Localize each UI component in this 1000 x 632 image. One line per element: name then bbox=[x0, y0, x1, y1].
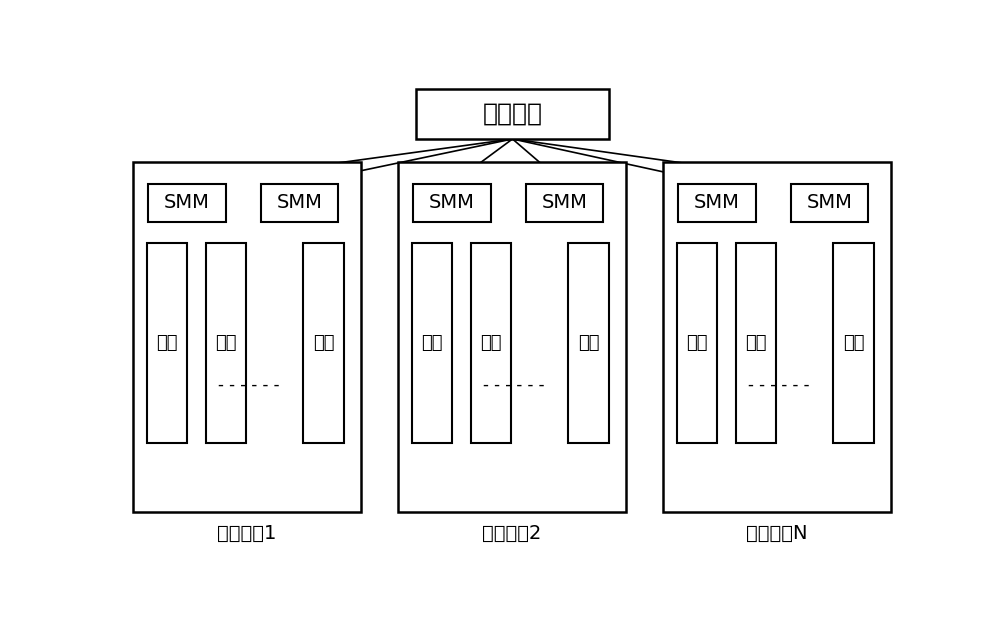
Text: - - - - - -: - - - - - - bbox=[218, 377, 280, 394]
Text: 刀片: 刀片 bbox=[745, 334, 767, 352]
Bar bbox=[412, 243, 452, 443]
Bar bbox=[663, 162, 891, 513]
Bar bbox=[568, 243, 609, 443]
Text: 刀片机桢2: 刀片机桢2 bbox=[482, 524, 542, 543]
Bar bbox=[206, 243, 246, 443]
Bar bbox=[526, 184, 603, 222]
Bar bbox=[471, 243, 511, 443]
Text: 刀片机桢1: 刀片机桢1 bbox=[217, 524, 277, 543]
Bar bbox=[677, 243, 717, 443]
Bar bbox=[398, 162, 626, 513]
Text: 刀片: 刀片 bbox=[480, 334, 502, 352]
Bar bbox=[147, 243, 187, 443]
Bar bbox=[736, 243, 776, 443]
Text: 刀片: 刀片 bbox=[215, 334, 237, 352]
Bar bbox=[148, 184, 226, 222]
Bar bbox=[303, 243, 344, 443]
Bar bbox=[413, 184, 491, 222]
Bar bbox=[261, 184, 338, 222]
Text: 刀片: 刀片 bbox=[421, 334, 443, 352]
Text: SMM: SMM bbox=[276, 193, 322, 212]
Text: SMM: SMM bbox=[541, 193, 587, 212]
Bar bbox=[833, 243, 874, 443]
Text: 刀片: 刀片 bbox=[686, 334, 708, 352]
Text: SMM: SMM bbox=[807, 193, 852, 212]
Bar bbox=[791, 184, 868, 222]
Bar bbox=[133, 162, 361, 513]
Bar bbox=[678, 184, 756, 222]
Text: SMM: SMM bbox=[164, 193, 210, 212]
Text: - - - - - -: - - - - - - bbox=[483, 377, 545, 394]
Text: 刀片: 刀片 bbox=[578, 334, 599, 352]
Text: - - - - - -: - - - - - - bbox=[748, 377, 810, 394]
Text: 刀片: 刀片 bbox=[843, 334, 864, 352]
Text: SMM: SMM bbox=[694, 193, 740, 212]
Text: 刀片机框N: 刀片机框N bbox=[746, 524, 808, 543]
Text: SMM: SMM bbox=[429, 193, 475, 212]
Text: 刀片: 刀片 bbox=[313, 334, 334, 352]
Bar bbox=[416, 89, 609, 139]
Text: 管理系统: 管理系统 bbox=[482, 102, 542, 126]
Text: 刀片: 刀片 bbox=[156, 334, 178, 352]
